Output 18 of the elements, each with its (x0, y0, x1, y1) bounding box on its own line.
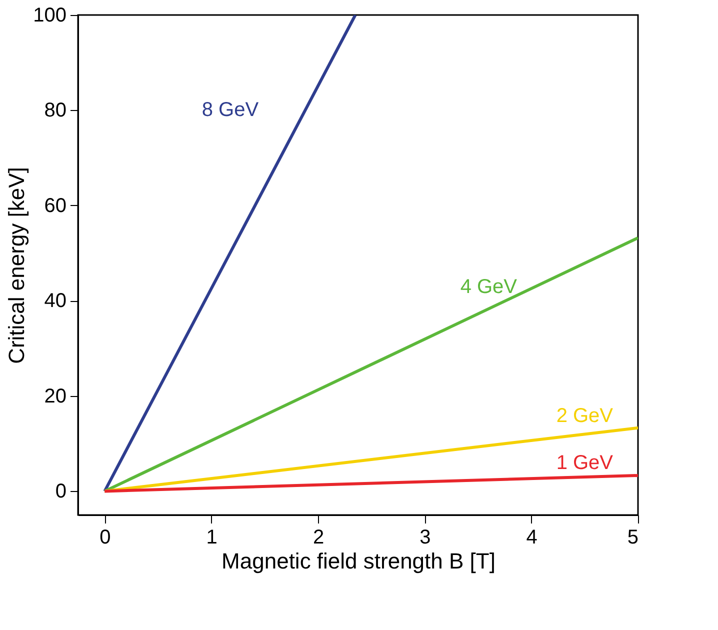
x-tick-label: 4 (526, 526, 538, 548)
y-axis-title: Critical energy [keV] (4, 167, 30, 364)
series-label: 2 GeV (556, 405, 614, 428)
y-tick-label: 0 (55, 480, 66, 503)
x-axis-title: Magnetic field strength B [T] (222, 548, 496, 574)
x-tick-label: 1 (206, 526, 218, 548)
x-tick-label: 3 (420, 526, 431, 548)
x-tick-label: 0 (100, 526, 111, 548)
x-tick-label: 5 (627, 526, 638, 548)
y-tick-label: 20 (44, 385, 66, 408)
series-label: 8 GeV (202, 99, 260, 122)
series-label: 4 GeV (460, 276, 518, 298)
y-tick-label: 100 (33, 4, 66, 26)
y-tick-label: 80 (44, 100, 66, 122)
y-tick-label: 60 (44, 194, 66, 217)
series-label: 1 GeV (556, 452, 614, 474)
x-tick-label: 2 (312, 526, 324, 548)
y-tick-label: 40 (44, 290, 66, 312)
